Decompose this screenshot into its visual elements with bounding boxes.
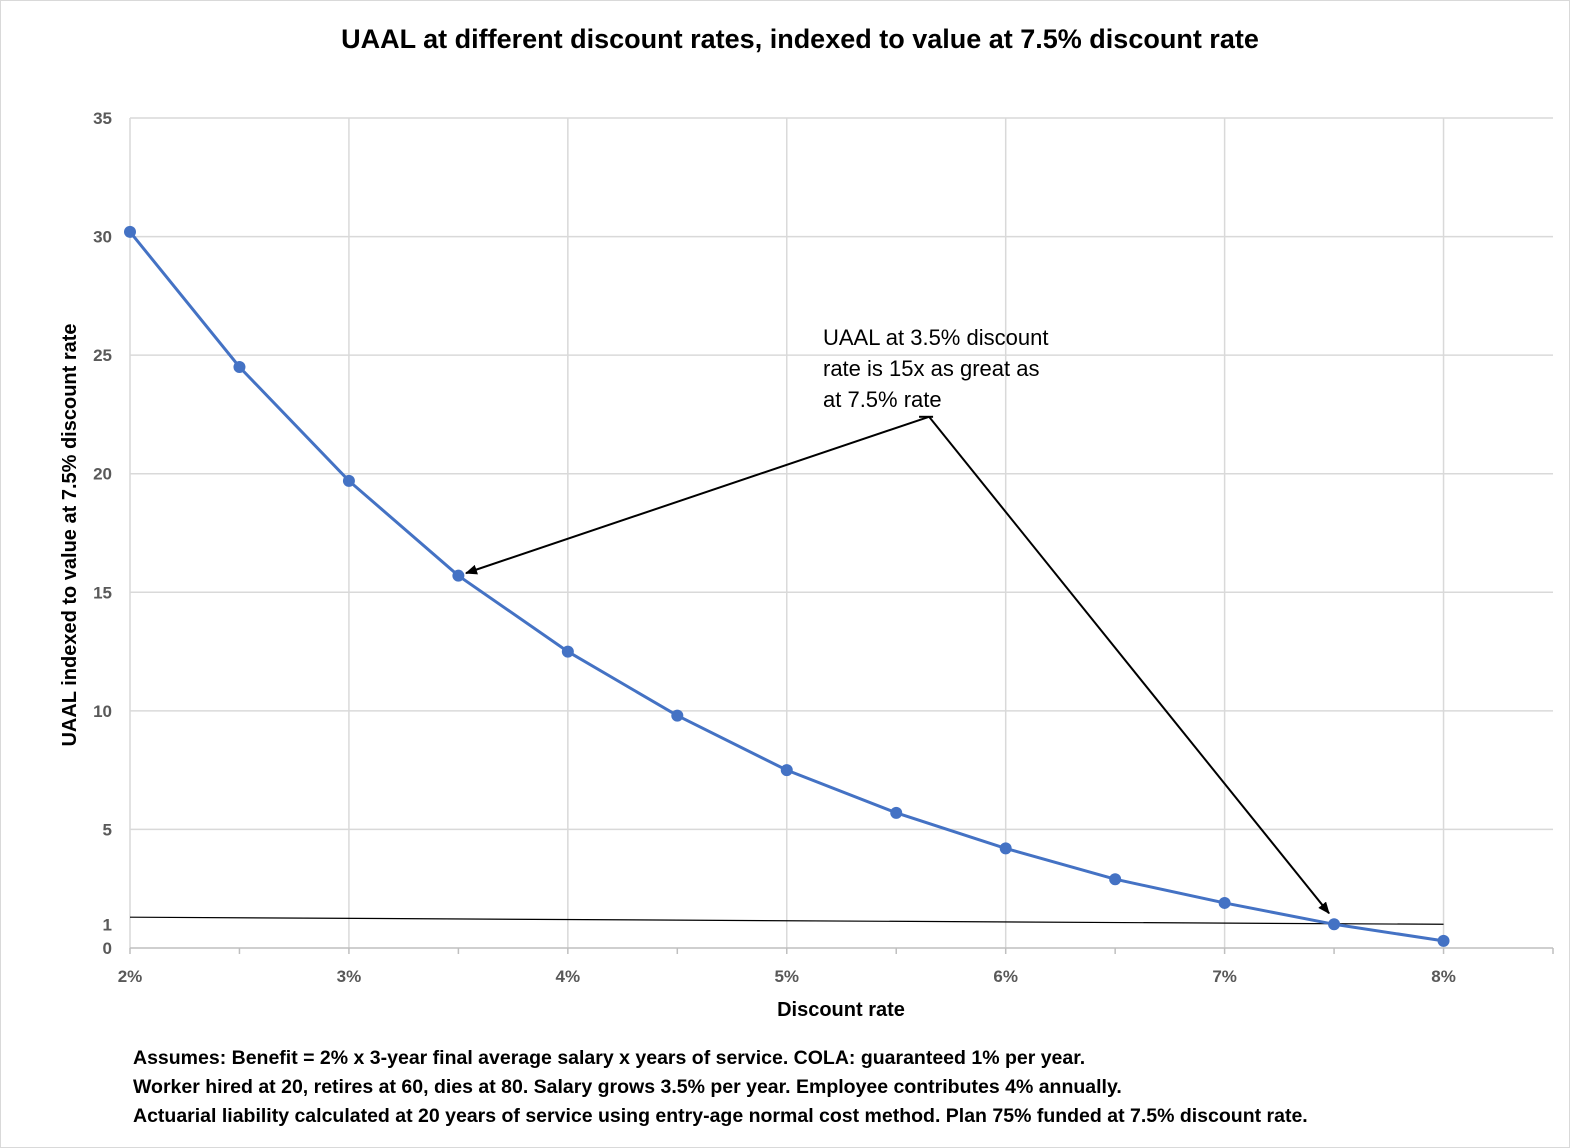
x-tick-label: 6% — [993, 967, 1018, 986]
x-tick-label: 5% — [774, 967, 799, 986]
annotation-text: at 7.5% rate — [823, 387, 942, 412]
data-point — [1437, 934, 1450, 947]
annotation-arrow — [928, 416, 1330, 915]
data-point — [342, 474, 355, 487]
data-point — [780, 764, 793, 777]
data-point — [890, 806, 903, 819]
data-point — [452, 569, 465, 582]
note-line: Worker hired at 20, retires at 60, dies … — [133, 1076, 1122, 1098]
data-point — [124, 225, 136, 238]
y-tick-label: 1 — [103, 915, 112, 934]
data-point — [233, 361, 246, 373]
note-line: Assumes: Benefit = 2% x 3-year final ave… — [133, 1047, 1086, 1069]
data-point — [561, 645, 574, 658]
chart-notes: Assumes: Benefit = 2% x 3-year final ave… — [133, 1044, 1308, 1131]
annotation-text: UAAL at 3.5% discount — [823, 325, 1048, 350]
x-tick-label: 7% — [1212, 967, 1237, 986]
x-tick-label: 3% — [337, 967, 362, 986]
y-tick-label: 30 — [93, 228, 112, 247]
data-point — [671, 709, 684, 722]
y-tick-label: 35 — [93, 109, 112, 128]
data-point — [1109, 873, 1122, 886]
y-tick-label: 10 — [93, 702, 112, 721]
annotation-arrow — [465, 415, 930, 575]
data-point — [1328, 918, 1341, 931]
data-point — [1218, 896, 1231, 909]
annotation-text: rate is 15x as great as — [823, 356, 1039, 381]
y-axis-title: UAAL indexed to value at 7.5% discount r… — [59, 323, 81, 746]
x-tick-label: 2% — [118, 967, 143, 986]
y-tick-label: 0 — [103, 939, 112, 958]
x-tick-label: 4% — [556, 967, 581, 986]
chart-title: UAAL at different discount rates, indexe… — [341, 24, 1259, 54]
y-tick-label: 25 — [93, 346, 112, 365]
y-tick-label: 20 — [93, 465, 112, 484]
note-line: Actuarial liability calculated at 20 yea… — [133, 1105, 1308, 1127]
y-tick-label: 5 — [103, 820, 112, 839]
data-point — [999, 842, 1012, 855]
x-tick-label: 8% — [1431, 967, 1456, 986]
reference-line — [129, 916, 1444, 925]
y-tick-label: 15 — [93, 583, 112, 602]
x-axis-title: Discount rate — [777, 999, 905, 1021]
